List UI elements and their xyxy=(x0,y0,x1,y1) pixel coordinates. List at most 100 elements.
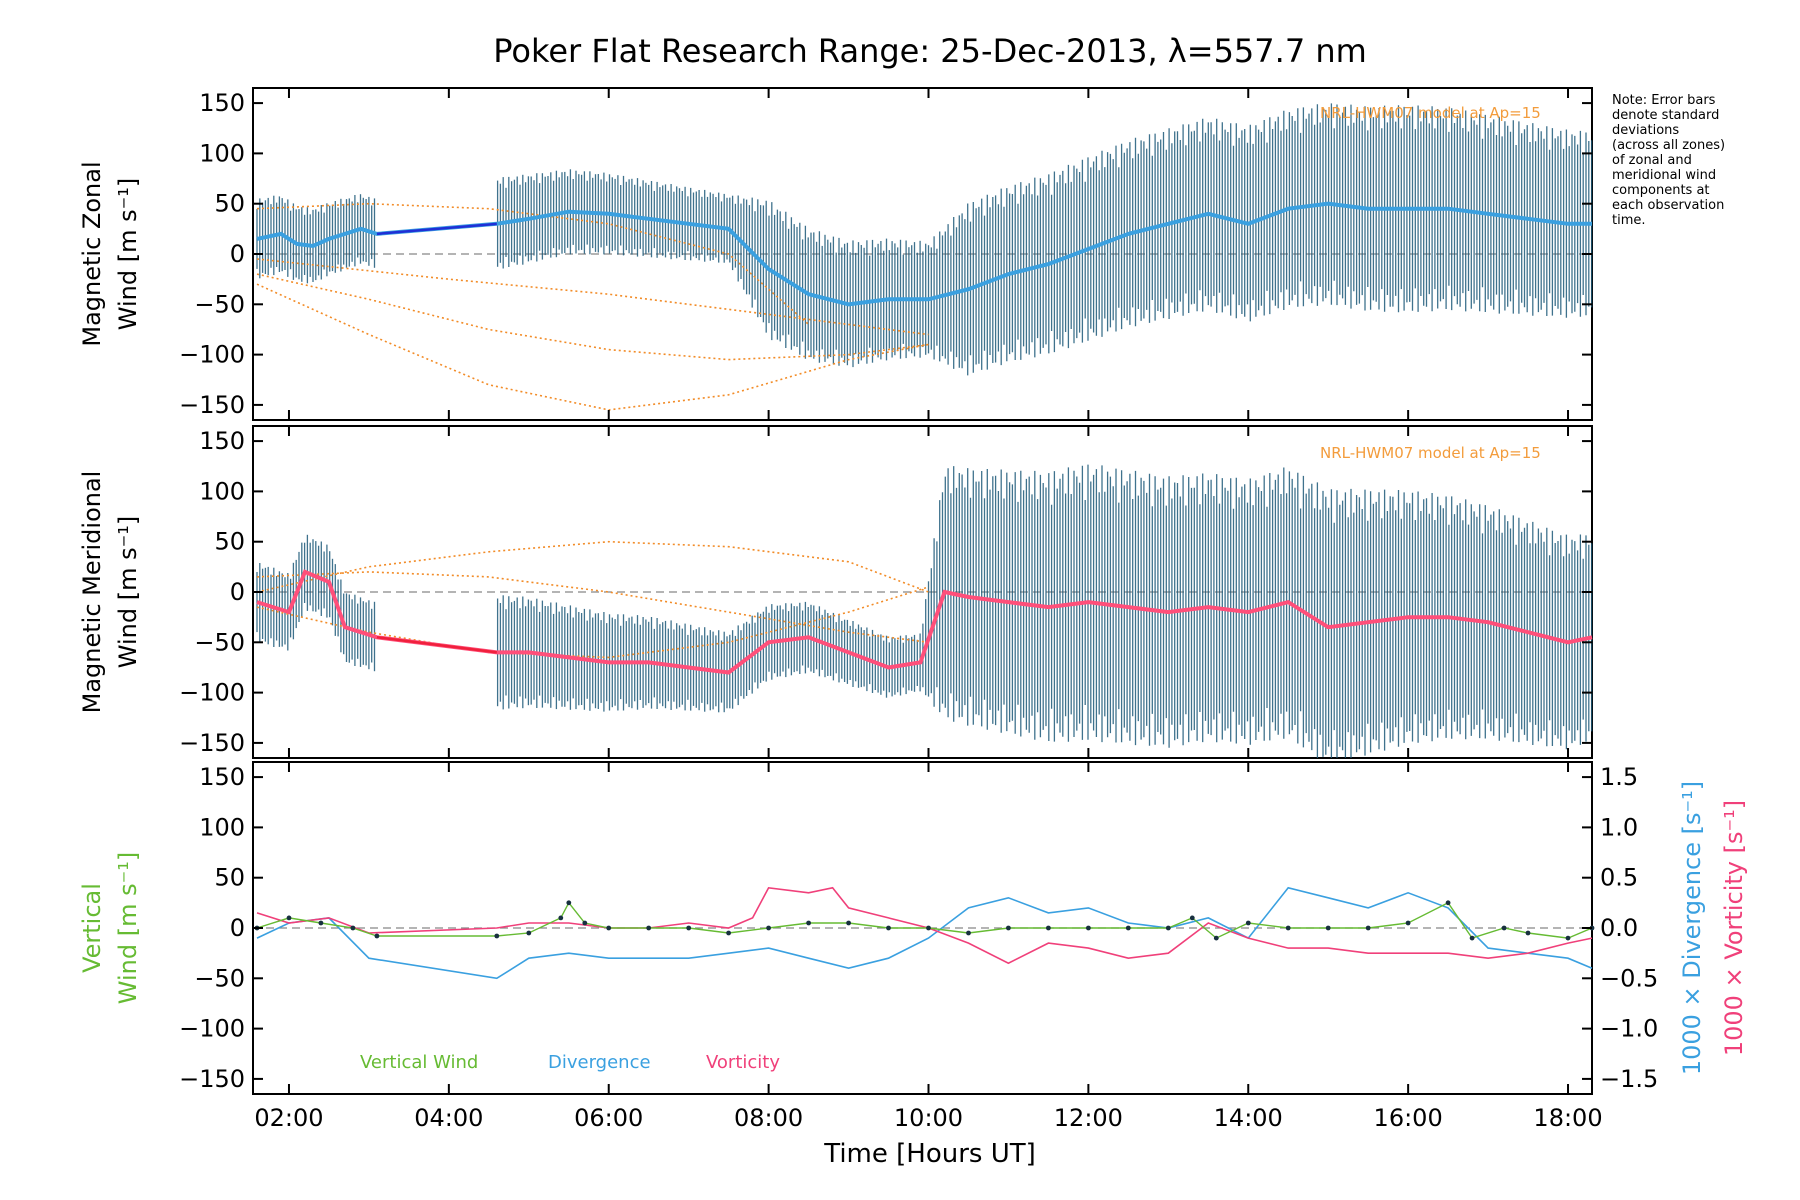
note-line: Note: Error bars xyxy=(1612,93,1716,108)
x-tick-label: 10:00 xyxy=(894,1104,963,1132)
model-curve xyxy=(256,202,810,326)
y-tick-label-right: 0.0 xyxy=(1600,914,1638,942)
vertical-wind-point xyxy=(1006,925,1011,931)
y-tick-label: 0 xyxy=(230,240,245,268)
vertical-wind-point xyxy=(286,915,292,921)
vertical-wind-point xyxy=(558,915,564,921)
note-line: meridional wind xyxy=(1612,168,1716,183)
legend-entry: Vorticity xyxy=(706,1052,780,1073)
vertical-wind-point xyxy=(1245,920,1251,926)
y-tick-label: −50 xyxy=(194,628,245,656)
vertical-wind-point xyxy=(806,920,811,926)
panel-zonal: NRL-HWM07 model at Ap=15 150 100 50 0 −50 −100… xyxy=(78,87,1593,421)
note-line: deviations xyxy=(1612,123,1679,138)
y-tick-label-right: −0.5 xyxy=(1600,964,1658,992)
gap-connector xyxy=(376,636,497,654)
x-tick-label: 12:00 xyxy=(1054,1104,1123,1132)
y-tick-label: 100 xyxy=(199,477,245,505)
y-tick-label: 150 xyxy=(199,89,245,117)
note-line: (across all zones) xyxy=(1612,138,1725,153)
error-bars xyxy=(256,464,1593,758)
y-axis-label-line: Wind [m s⁻¹] xyxy=(114,178,142,330)
vertical-wind-point xyxy=(886,925,891,931)
y-axis-label: Magnetic Zonal Wind [m s⁻¹] xyxy=(78,161,142,346)
y-tick-label: −50 xyxy=(194,964,245,992)
y-tick-label: −150 xyxy=(179,729,245,757)
model-curve xyxy=(256,586,929,659)
vertical-wind-point xyxy=(1365,925,1371,931)
y-axis-label-line: Wind [m s⁻¹] xyxy=(114,852,142,1004)
y-tick-label: −100 xyxy=(179,679,245,707)
model-label: NRL-HWM07 model at Ap=15 xyxy=(1320,444,1541,462)
y-axis-label-line: Wind [m s⁻¹] xyxy=(114,516,142,668)
vertical-wind-point xyxy=(646,925,652,931)
x-tick-label: 04:00 xyxy=(414,1104,483,1132)
y-tick-label: 0 xyxy=(230,914,245,942)
vertical-wind-point xyxy=(1189,915,1195,921)
panel-vertical: 1.5 1.0 0.5 0.0 −0.5 −1.0 −1.5 1000 × Divergenc… xyxy=(78,761,1748,1095)
y-axis-label-vorticity: 1000 × Vorticity [s⁻¹] xyxy=(1720,800,1748,1056)
y-tick-label: −100 xyxy=(179,341,245,369)
y-tick-label: 0 xyxy=(230,578,245,606)
x-tick-label: 18:00 xyxy=(1533,1104,1602,1132)
panel-meridional: NRL-HWM07 model at Ap=15 150 100 50 0 −50 −100… xyxy=(78,425,1593,759)
model-label: NRL-HWM07 model at Ap=15 xyxy=(1320,104,1541,122)
y-tick-label-right: −1.0 xyxy=(1600,1015,1658,1043)
vertical-wind-point xyxy=(1165,925,1171,931)
y-tick-label: −150 xyxy=(179,391,245,419)
y-tick-label-right: 1.5 xyxy=(1600,763,1638,791)
x-tick-label: 02:00 xyxy=(254,1104,323,1132)
note-line: time. xyxy=(1612,213,1646,228)
model-curve xyxy=(256,571,929,644)
chart-title: Poker Flat Research Range: 25-Dec-2013, … xyxy=(493,32,1367,70)
model-curve xyxy=(256,540,929,593)
vertical-wind-point xyxy=(1469,935,1475,941)
x-axis-ticks: 02:00 04:00 06:00 08:00 10:00 12:00 14:00 16:00… xyxy=(254,1104,1602,1132)
y-tick-label: 100 xyxy=(199,813,245,841)
x-tick-label: 14:00 xyxy=(1214,1104,1283,1132)
vertical-wind-point xyxy=(1125,925,1131,931)
vertical-wind-point xyxy=(726,930,731,936)
y-tick-label: 150 xyxy=(199,427,245,455)
vertical-wind-point xyxy=(1285,925,1291,931)
y-axis-label: Magnetic Meridional Wind [m s⁻¹] xyxy=(78,471,142,714)
y-tick-label: −50 xyxy=(194,290,245,318)
note-line: of zonal and xyxy=(1612,153,1692,168)
vertical-wind-point xyxy=(846,920,851,926)
x-axis-label: Time [Hours UT] xyxy=(823,1139,1036,1169)
meridional-wind-line xyxy=(256,569,1593,675)
vertical-wind-point xyxy=(1325,925,1331,931)
gap-connector xyxy=(376,222,497,236)
vertical-wind-point xyxy=(1405,920,1411,926)
model-curve xyxy=(256,273,929,361)
y-tick-label: −150 xyxy=(179,1065,245,1093)
vertical-wind-point xyxy=(1565,935,1571,941)
model-curve xyxy=(256,283,929,411)
y-tick-label: 50 xyxy=(214,190,245,218)
vertical-wind-point xyxy=(1046,925,1051,931)
y-axis-label-line: Vertical xyxy=(78,883,106,973)
vertical-wind-point xyxy=(766,925,771,931)
vertical-wind-point xyxy=(1501,925,1507,931)
note-line: denote standard xyxy=(1612,108,1719,123)
vertical-wind-point xyxy=(606,925,612,931)
y-axis-label-line: Magnetic Zonal xyxy=(78,161,106,346)
vertical-wind-point xyxy=(686,925,692,931)
vertical-wind-point xyxy=(1525,930,1531,936)
vertical-wind-point xyxy=(926,925,931,931)
vertical-wind-point xyxy=(566,900,572,906)
vertical-wind-point xyxy=(966,930,971,936)
x-tick-label: 16:00 xyxy=(1374,1104,1443,1132)
legend-entry: Vertical Wind xyxy=(360,1052,478,1073)
vertical-wind-point xyxy=(1086,925,1091,931)
y-tick-label-right: −1.5 xyxy=(1600,1065,1658,1093)
y-tick-label: 150 xyxy=(199,763,245,791)
vertical-wind-point xyxy=(1445,900,1451,906)
y-axis-label-divergence: 1000 × Divergence [s⁻¹] xyxy=(1678,781,1706,1075)
vertical-wind-point xyxy=(1213,935,1219,941)
zonal-wind-line xyxy=(256,201,1592,307)
y-tick-label: −100 xyxy=(179,1015,245,1043)
vertical-wind-point xyxy=(494,933,500,939)
